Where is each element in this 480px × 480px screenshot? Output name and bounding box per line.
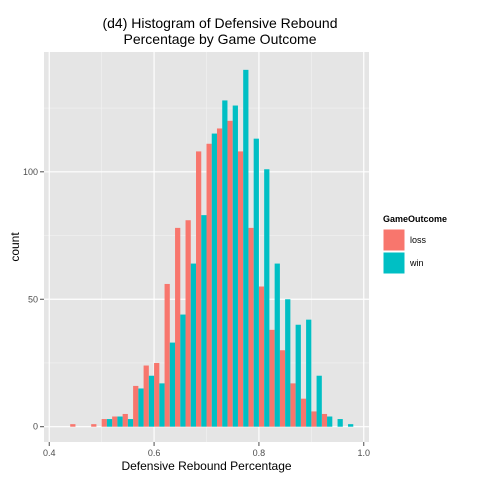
- legend-label-loss: loss: [410, 235, 427, 245]
- chart-title-line-1: (d4) Histogram of Defensive Rebound: [102, 15, 337, 31]
- bar-loss: [321, 413, 328, 427]
- y-tick-label: 100: [23, 167, 38, 177]
- bar-win: [106, 419, 113, 427]
- bar-loss: [269, 329, 275, 427]
- bar-loss: [122, 413, 128, 427]
- bar-win: [211, 133, 217, 427]
- legend-swatch-loss: [382, 228, 406, 252]
- bar-loss: [143, 365, 149, 427]
- bar-loss: [237, 151, 244, 427]
- bar-loss: [279, 350, 286, 427]
- bar-win: [274, 263, 280, 427]
- x-tick-label: 0.4: [43, 448, 56, 458]
- x-axis-title: Defensive Rebound Percentage: [121, 459, 291, 473]
- y-tick-label: 0: [33, 422, 38, 432]
- bar-loss: [175, 227, 181, 427]
- x-tick-label: 1.0: [358, 448, 371, 458]
- bar-win: [306, 319, 312, 427]
- bar-win: [316, 375, 322, 427]
- x-tick-label: 0.8: [253, 448, 266, 458]
- bar-loss: [70, 424, 76, 427]
- chart-title-line-2: Percentage by Game Outcome: [124, 31, 317, 47]
- bar-win: [222, 100, 228, 427]
- bar-win: [264, 169, 270, 427]
- bar-win: [295, 324, 301, 427]
- bar-win: [159, 383, 165, 427]
- y-axis-ticks: 0 50 100: [23, 167, 44, 432]
- bar-loss: [133, 385, 139, 427]
- bar-loss: [290, 383, 296, 427]
- legend-swatch-win: [382, 251, 406, 275]
- bars: [70, 69, 354, 427]
- bar-win: [138, 388, 144, 427]
- bar-loss: [196, 151, 202, 427]
- bar-win: [148, 375, 155, 427]
- bar-win: [127, 419, 134, 427]
- bar-win: [348, 424, 354, 427]
- legend: GameOutcome loss win: [382, 214, 447, 275]
- bar-win: [327, 416, 333, 427]
- bar-win: [201, 215, 207, 427]
- bar-win: [190, 263, 197, 427]
- bar-loss: [185, 220, 191, 427]
- x-axis-ticks: 0.4 0.6 0.8 1.0: [43, 442, 370, 458]
- legend-title: GameOutcome: [383, 214, 447, 224]
- bar-loss: [248, 227, 254, 427]
- bar-win: [180, 314, 186, 427]
- bar-loss: [112, 416, 118, 427]
- bar-loss: [164, 283, 170, 427]
- bar-loss: [91, 424, 97, 427]
- bar-win: [337, 419, 343, 427]
- bar-win: [169, 342, 176, 427]
- legend-label-win: win: [409, 258, 424, 268]
- bar-win: [117, 416, 123, 427]
- bar-win: [232, 105, 238, 427]
- y-axis-title: count: [8, 232, 22, 262]
- bar-loss: [258, 286, 265, 427]
- bar-win: [243, 69, 249, 427]
- bar-loss: [311, 411, 317, 427]
- bar-loss: [227, 120, 233, 427]
- bar-win: [285, 299, 291, 427]
- bar-win: [253, 138, 259, 427]
- bar-loss: [154, 362, 160, 427]
- bar-loss: [101, 419, 107, 427]
- bar-loss: [216, 128, 223, 427]
- x-tick-label: 0.6: [148, 448, 161, 458]
- bar-loss: [300, 398, 307, 427]
- y-tick-label: 50: [28, 294, 38, 304]
- bar-loss: [206, 143, 212, 427]
